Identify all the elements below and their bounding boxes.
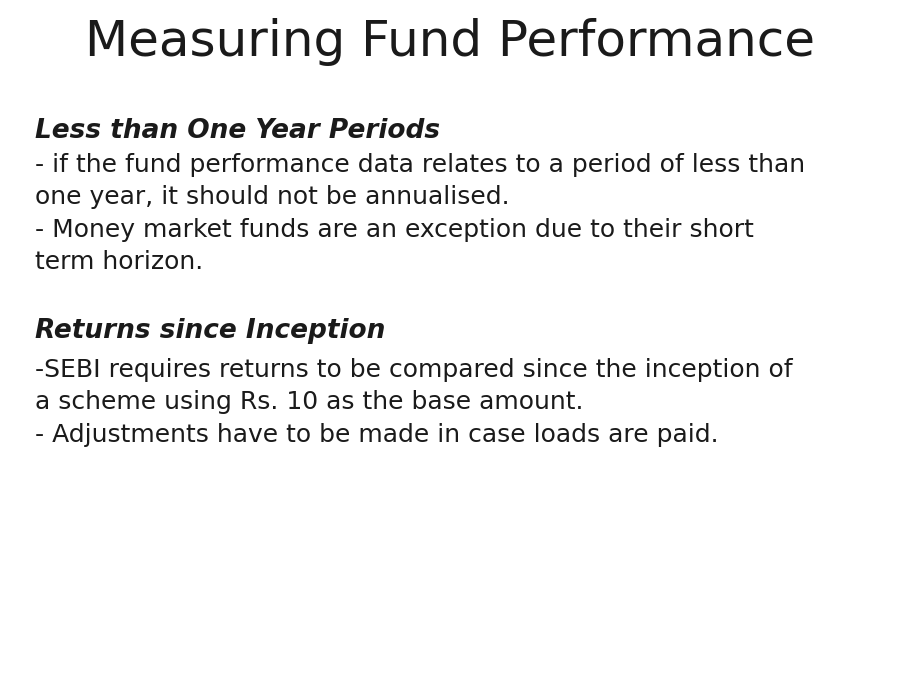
- Text: a scheme using Rs. 10 as the base amount.: a scheme using Rs. 10 as the base amount…: [35, 390, 583, 414]
- Text: - if the fund performance data relates to a period of less than: - if the fund performance data relates t…: [35, 153, 806, 177]
- Text: -SEBI requires returns to be compared since the inception of: -SEBI requires returns to be compared si…: [35, 358, 793, 382]
- Text: Less than One Year Periods: Less than One Year Periods: [35, 118, 440, 144]
- Text: - Adjustments have to be made in case loads are paid.: - Adjustments have to be made in case lo…: [35, 423, 718, 447]
- Text: Returns since Inception: Returns since Inception: [35, 318, 385, 344]
- Text: term horizon.: term horizon.: [35, 250, 203, 274]
- Text: one year, it should not be annualised.: one year, it should not be annualised.: [35, 185, 509, 209]
- Text: - Money market funds are an exception due to their short: - Money market funds are an exception du…: [35, 218, 754, 242]
- Text: Measuring Fund Performance: Measuring Fund Performance: [85, 18, 815, 66]
